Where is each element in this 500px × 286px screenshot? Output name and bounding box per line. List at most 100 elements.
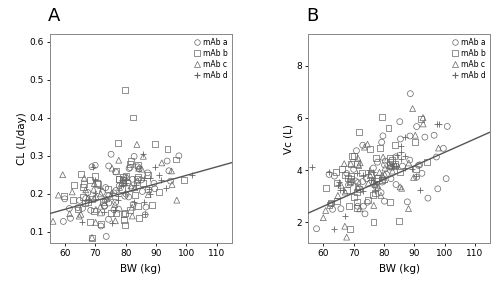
mAb d bbox=[158, 178, 166, 182]
mAb a bbox=[60, 219, 68, 224]
mAb d bbox=[120, 183, 128, 188]
mAb c bbox=[90, 181, 98, 186]
mAb a bbox=[110, 190, 118, 195]
mAb b bbox=[144, 187, 152, 192]
mAb a bbox=[370, 166, 378, 170]
mAb d bbox=[156, 173, 164, 178]
mAb a bbox=[60, 196, 68, 201]
mAb a bbox=[406, 91, 414, 96]
mAb c bbox=[381, 177, 389, 182]
mAb b bbox=[126, 208, 134, 213]
mAb b bbox=[348, 162, 356, 166]
mAb d bbox=[100, 209, 108, 214]
mAb a bbox=[354, 180, 362, 185]
mAb c bbox=[168, 182, 176, 187]
mAb b bbox=[122, 174, 130, 178]
mAb a bbox=[150, 181, 158, 186]
mAb c bbox=[364, 142, 372, 146]
mAb a bbox=[396, 119, 404, 124]
mAb a bbox=[142, 205, 150, 209]
mAb d bbox=[140, 200, 147, 204]
mAb a bbox=[372, 185, 380, 190]
mAb a bbox=[66, 206, 74, 211]
mAb c bbox=[108, 166, 116, 170]
mAb b bbox=[120, 212, 128, 217]
mAb c bbox=[370, 179, 378, 184]
mAb c bbox=[419, 115, 427, 120]
mAb d bbox=[96, 186, 104, 190]
mAb b bbox=[411, 140, 419, 144]
mAb c bbox=[356, 160, 364, 165]
Text: A: A bbox=[48, 7, 60, 25]
mAb d bbox=[408, 166, 416, 171]
mAb b bbox=[378, 115, 386, 120]
mAb c bbox=[322, 208, 330, 213]
mAb b bbox=[350, 154, 358, 158]
mAb c bbox=[54, 193, 62, 197]
mAb b bbox=[326, 244, 334, 249]
mAb b bbox=[88, 196, 96, 201]
mAb a bbox=[387, 176, 395, 181]
mAb c bbox=[364, 181, 372, 185]
mAb a bbox=[138, 178, 145, 182]
mAb c bbox=[405, 161, 413, 165]
mAb c bbox=[366, 173, 374, 178]
mAb a bbox=[380, 199, 388, 203]
mAb d bbox=[336, 188, 344, 192]
mAb b bbox=[358, 171, 366, 175]
mAb a bbox=[424, 196, 432, 200]
mAb c bbox=[116, 185, 124, 190]
mAb a bbox=[124, 195, 132, 199]
mAb c bbox=[341, 190, 349, 194]
mAb c bbox=[114, 158, 122, 162]
mAb c bbox=[96, 210, 104, 215]
mAb b bbox=[370, 220, 378, 225]
mAb a bbox=[432, 155, 440, 159]
mAb b bbox=[347, 176, 355, 181]
mAb a bbox=[358, 179, 366, 184]
mAb d bbox=[114, 198, 122, 202]
mAb c bbox=[173, 198, 181, 202]
mAb d bbox=[308, 164, 316, 169]
mAb d bbox=[114, 194, 122, 198]
mAb c bbox=[378, 173, 386, 178]
mAb d bbox=[78, 220, 86, 225]
mAb b bbox=[384, 126, 392, 131]
mAb a bbox=[165, 168, 173, 173]
mAb d bbox=[108, 220, 116, 225]
mAb a bbox=[414, 163, 422, 168]
mAb a bbox=[110, 207, 118, 212]
mAb a bbox=[135, 167, 143, 171]
mAb b bbox=[355, 187, 363, 191]
mAb d bbox=[334, 182, 342, 187]
mAb d bbox=[130, 200, 138, 205]
mAb b bbox=[60, 194, 68, 198]
mAb a bbox=[392, 164, 400, 169]
mAb c bbox=[434, 146, 442, 150]
mAb b bbox=[114, 140, 122, 145]
mAb a bbox=[128, 177, 136, 182]
mAb c bbox=[386, 164, 394, 168]
mAb a bbox=[130, 154, 138, 159]
Y-axis label: CL (L/day): CL (L/day) bbox=[16, 112, 26, 165]
mAb b bbox=[353, 162, 361, 166]
mAb a bbox=[412, 124, 420, 129]
mAb c bbox=[342, 235, 350, 239]
mAb a bbox=[82, 196, 90, 201]
mAb d bbox=[145, 187, 153, 191]
mAb b bbox=[155, 190, 163, 194]
mAb c bbox=[128, 205, 136, 209]
mAb b bbox=[104, 187, 112, 191]
mAb b bbox=[97, 222, 105, 226]
mAb c bbox=[106, 194, 114, 199]
mAb b bbox=[119, 175, 127, 179]
mAb a bbox=[421, 135, 429, 139]
mAb c bbox=[354, 156, 362, 160]
mAb c bbox=[360, 145, 368, 149]
mAb b bbox=[333, 180, 341, 185]
mAb b bbox=[386, 199, 394, 204]
mAb c bbox=[140, 154, 147, 158]
mAb c bbox=[96, 204, 104, 208]
mAb a bbox=[175, 154, 183, 158]
mAb c bbox=[374, 184, 382, 188]
